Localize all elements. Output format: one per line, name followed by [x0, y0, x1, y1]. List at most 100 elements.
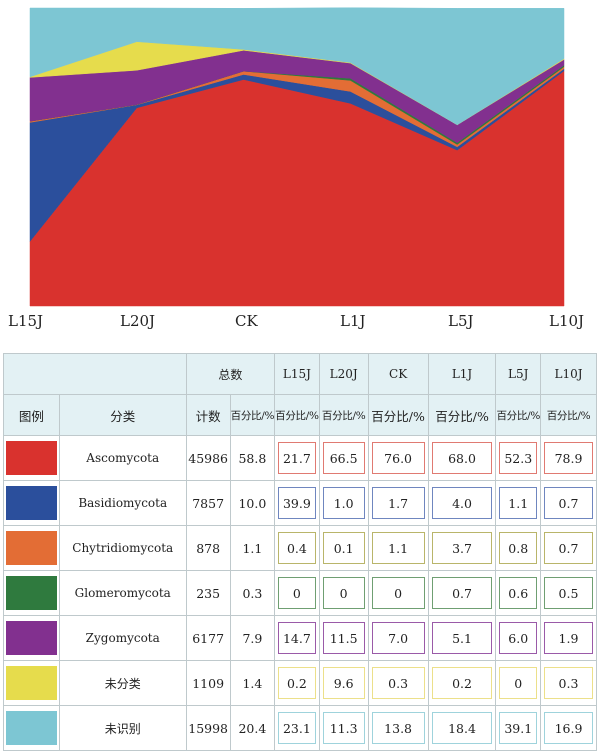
sample-percent-cell: 0.3	[540, 660, 597, 706]
sample-percent-value: 23.1	[278, 712, 316, 744]
sample-percent-cell: 0.5	[540, 570, 597, 616]
taxon-total-percent: 20.4	[229, 705, 276, 751]
legend-swatch-cell	[3, 615, 60, 661]
sample-percent-cell: 6.0	[495, 615, 541, 661]
taxon-count: 878	[185, 525, 231, 571]
taxon-count: 15998	[185, 705, 231, 751]
taxon-total-percent: 7.9	[229, 615, 276, 661]
taxon-count: 235	[185, 570, 231, 616]
legend-swatch	[6, 441, 57, 475]
legend-swatch	[6, 666, 57, 700]
legend-swatch-cell	[3, 480, 60, 526]
sample-percent-value: 0.2	[278, 667, 316, 699]
legend-swatch	[6, 576, 57, 610]
taxon-name: 未分类	[58, 660, 187, 706]
sample-percent-value: 18.4	[431, 712, 493, 744]
sample-percent-value: 4.0	[431, 487, 493, 519]
sample-percent-cell: 68.0	[427, 435, 497, 481]
sample-percent-cell: 0.2	[274, 660, 320, 706]
sample-percent-cell: 0	[367, 570, 429, 616]
sample-percent-value: 1.7	[371, 487, 425, 519]
sample-percent-value: 0.7	[431, 577, 493, 609]
table-header-row-1: 总数 L15J L20J CK L1J L5J L10J	[3, 353, 597, 395]
legend-swatch-cell	[3, 705, 60, 751]
sample-percent-value: 66.5	[322, 442, 365, 474]
taxon-count: 45986	[185, 435, 231, 481]
sample-percent-value: 78.9	[544, 442, 593, 474]
sample-percent-cell: 5.1	[427, 615, 497, 661]
sample-percent-cell: 0.2	[427, 660, 497, 706]
header-pct-ck: 百分比/%	[367, 394, 429, 436]
sample-percent-cell: 0	[274, 570, 320, 616]
area-series-6	[29, 7, 565, 126]
x-tick-label: L1J	[340, 312, 366, 330]
table-row: Zygomycota 6177 7.9 14.7 11.5 7.0 5.1 6.0 1.9	[3, 615, 597, 661]
header-sample-l20j: L20J	[318, 353, 369, 395]
sample-percent-value: 0	[499, 667, 537, 699]
x-tick-label: L10J	[549, 312, 585, 330]
sample-percent-cell: 66.5	[318, 435, 369, 481]
header-sample-l1j: L1J	[427, 353, 497, 395]
sample-percent-value: 0.8	[499, 532, 537, 564]
legend-swatch	[6, 711, 57, 745]
header-legend: 图例	[3, 394, 60, 436]
header-pct-l20j: 百分比/%	[318, 394, 369, 436]
sample-percent-cell: 1.0	[318, 480, 369, 526]
sample-percent-value: 0.3	[371, 667, 425, 699]
legend-swatch-cell	[3, 435, 60, 481]
legend-swatch-cell	[3, 660, 60, 706]
sample-percent-value: 5.1	[431, 622, 493, 654]
header-blank	[3, 353, 187, 395]
header-sample-l5j: L5J	[495, 353, 541, 395]
sample-percent-value: 3.7	[431, 532, 493, 564]
sample-percent-cell: 0.7	[540, 480, 597, 526]
sample-percent-cell: 1.9	[540, 615, 597, 661]
sample-percent-cell: 78.9	[540, 435, 597, 481]
sample-percent-value: 13.8	[371, 712, 425, 744]
header-sample-l10j: L10J	[540, 353, 597, 395]
sample-percent-value: 0.4	[278, 532, 316, 564]
sample-percent-cell: 0.6	[495, 570, 541, 616]
sample-percent-cell: 39.9	[274, 480, 320, 526]
sample-percent-cell: 16.9	[540, 705, 597, 751]
sample-percent-value: 6.0	[499, 622, 537, 654]
sample-percent-cell: 39.1	[495, 705, 541, 751]
sample-percent-cell: 1.1	[495, 480, 541, 526]
taxon-total-percent: 0.3	[229, 570, 276, 616]
header-pct-l15j: 百分比/%	[274, 394, 320, 436]
sample-percent-value: 9.6	[322, 667, 365, 699]
sample-percent-value: 11.3	[322, 712, 365, 744]
header-pct-l5j: 百分比/%	[495, 394, 541, 436]
sample-percent-cell: 0.1	[318, 525, 369, 571]
sample-percent-cell: 9.6	[318, 660, 369, 706]
taxon-total-percent: 1.4	[229, 660, 276, 706]
taxon-name: Ascomycota	[58, 435, 187, 481]
sample-percent-value: 16.9	[544, 712, 593, 744]
sample-percent-value: 0.3	[544, 667, 593, 699]
table-row: 未识别 15998 20.4 23.1 11.3 13.8 18.4 39.1 16.9	[3, 705, 597, 751]
sample-percent-value: 0.7	[544, 532, 593, 564]
chart-plot	[29, 7, 565, 307]
taxon-name: Basidiomycota	[58, 480, 187, 526]
sample-percent-cell: 18.4	[427, 705, 497, 751]
sample-percent-cell: 3.7	[427, 525, 497, 571]
taxon-total-percent: 1.1	[229, 525, 276, 571]
legend-swatch-cell	[3, 525, 60, 571]
taxon-total-percent: 58.8	[229, 435, 276, 481]
sample-percent-cell: 1.7	[367, 480, 429, 526]
table-row: Ascomycota 45986 58.8 21.7 66.5 76.0 68.0 52.3 7…	[3, 435, 597, 481]
sample-percent-cell: 0.3	[367, 660, 429, 706]
sample-percent-cell: 21.7	[274, 435, 320, 481]
sample-percent-value: 1.1	[371, 532, 425, 564]
sample-percent-value: 39.1	[499, 712, 537, 744]
taxon-name: Chytridiomycota	[58, 525, 187, 571]
taxon-total-percent: 10.0	[229, 480, 276, 526]
sample-percent-cell: 0.8	[495, 525, 541, 571]
data-table: 总数 L15J L20J CK L1J L5J L10J 图例 分类 计数 百分…	[3, 353, 597, 751]
taxon-name: Glomeromycota	[58, 570, 187, 616]
header-class: 分类	[58, 394, 187, 436]
sample-percent-cell: 4.0	[427, 480, 497, 526]
header-sample-ck: CK	[367, 353, 429, 395]
taxon-count: 6177	[185, 615, 231, 661]
table-row: Chytridiomycota 878 1.1 0.4 0.1 1.1 3.7 0.8 0.7	[3, 525, 597, 571]
